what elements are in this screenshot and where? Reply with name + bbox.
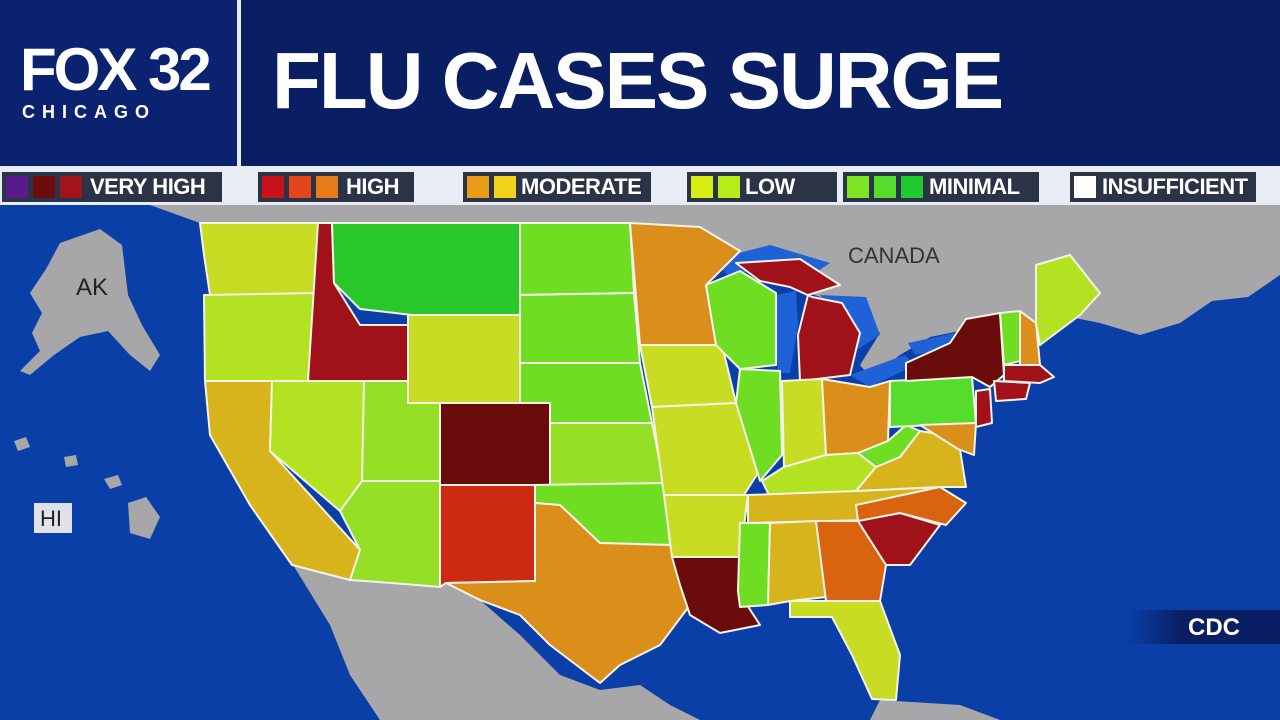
legend-swatch: [847, 176, 869, 198]
state-al: [767, 520, 827, 606]
state-wv: [857, 424, 921, 468]
lake-ontario: [908, 333, 958, 355]
state-mi: [735, 258, 861, 382]
state-wy: [407, 314, 521, 404]
state-tx: [445, 502, 691, 684]
hawaii-island: [64, 455, 78, 467]
state-co: [439, 402, 551, 486]
legend-group-moderate: MODERATE: [463, 172, 651, 202]
hawaii-label-bg: [34, 503, 72, 533]
state-mo: [651, 402, 759, 502]
state-nm: [439, 484, 536, 588]
state-ma: [1003, 364, 1055, 384]
canada-label: CANADA: [848, 243, 940, 268]
header-divider: [237, 0, 241, 166]
state-fl: [789, 600, 901, 701]
cuba-land: [870, 700, 1000, 720]
alaska-label: AK: [76, 274, 108, 301]
headline: FLU CASES SURGE: [272, 36, 1004, 125]
baja-land: [318, 565, 378, 695]
state-ct-ri: [993, 380, 1031, 402]
state-pa: [889, 376, 977, 428]
legend-group-minimal: MINIMAL: [843, 172, 1039, 202]
legend-group-high: HIGH: [258, 172, 414, 202]
station-logo-main: FOX 32: [20, 36, 212, 103]
legend-swatch: [1074, 176, 1096, 198]
legend-label-minimal: MINIMAL: [929, 174, 1020, 199]
source-label: CDC: [1188, 614, 1240, 641]
hawaii-island: [104, 475, 122, 489]
station-logo: FOX 32 CHICAGO: [0, 0, 236, 166]
legend-label-insufficient: INSUFFICIENT: [1102, 174, 1248, 199]
state-sd: [519, 292, 641, 364]
state-vt: [999, 310, 1021, 366]
hawaii-big-island: [128, 497, 160, 539]
legend-swatch: [289, 176, 311, 198]
state-wi: [705, 270, 777, 370]
mexico-land: [290, 560, 700, 720]
state-ga: [815, 520, 887, 602]
legend-swatch: [262, 176, 284, 198]
legend-group-low: LOW: [687, 172, 837, 202]
legend-swatch: [6, 176, 28, 198]
alaska-label-bg: [68, 271, 112, 301]
legend-swatch: [718, 176, 740, 198]
state-ms: [737, 522, 771, 608]
legend-label-low: LOW: [745, 174, 795, 199]
us-flu-activity-map: CANADA AK HI: [0, 205, 1280, 720]
header-rule: [0, 166, 1280, 169]
state-mt: [331, 222, 521, 316]
lake-michigan: [774, 291, 798, 373]
canada-land: [150, 205, 1280, 377]
legend-label-moderate: MODERATE: [521, 174, 642, 199]
state-ia: [639, 344, 737, 408]
legend-label-very-high: VERY HIGH: [90, 174, 206, 199]
legend-bar: VERY HIGH HIGH MODERATE LOW MINIMAL INSU…: [0, 169, 1280, 205]
legend-swatch: [874, 176, 896, 198]
source-tag: [1128, 610, 1280, 644]
legend-group-very-high: VERY HIGH: [2, 172, 222, 202]
alaska-land: [20, 229, 160, 375]
legend-swatch: [316, 176, 338, 198]
legend-group-insufficient: INSUFFICIENT: [1070, 172, 1256, 202]
station-logo-city: CHICAGO: [22, 102, 156, 122]
legend-swatch: [494, 176, 516, 198]
state-ar: [663, 494, 749, 558]
legend-swatch: [33, 176, 55, 198]
state-or: [203, 292, 319, 382]
state-nj: [975, 388, 993, 428]
state-ks: [549, 422, 665, 486]
lake-erie: [850, 355, 915, 387]
legend-swatch: [691, 176, 713, 198]
state-md-de: [919, 422, 977, 456]
broadcast-header: FOX 32 CHICAGO FLU CASES SURGE: [0, 0, 1280, 169]
state-nd: [519, 222, 635, 296]
state-wa: [199, 222, 319, 301]
state-in: [781, 378, 827, 468]
legend-swatch: [467, 176, 489, 198]
maritimes-land: [1110, 285, 1215, 323]
hawaii-label: HI: [40, 506, 62, 531]
legend-swatch: [60, 176, 82, 198]
state-me: [1035, 254, 1101, 346]
legend-label-high: HIGH: [346, 174, 400, 199]
legend-swatch: [901, 176, 923, 198]
state-il: [735, 368, 783, 482]
state-az: [339, 480, 441, 588]
hawaii-island: [14, 437, 30, 451]
